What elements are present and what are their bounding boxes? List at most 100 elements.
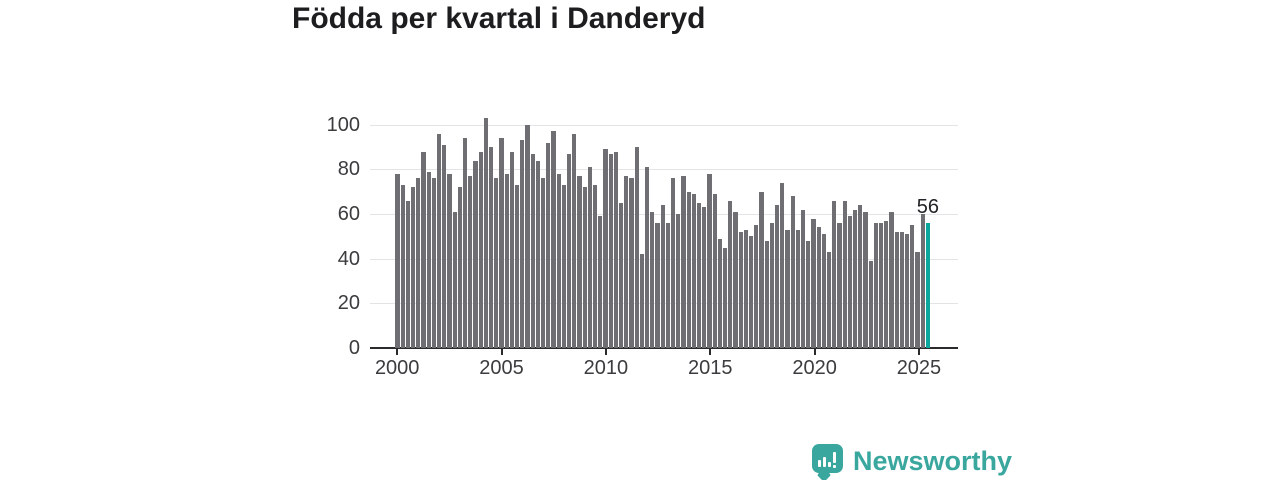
bar-2007-Q2 bbox=[546, 142, 551, 348]
bar-2003-Q1 bbox=[457, 187, 462, 348]
bar-2005-Q4 bbox=[515, 185, 520, 348]
y-tick-label: 100 bbox=[326, 113, 360, 136]
bar-2000-Q2 bbox=[400, 185, 405, 348]
bar-2011-Q3 bbox=[634, 147, 639, 348]
x-tick bbox=[604, 349, 607, 355]
bar-2016-Q1 bbox=[728, 200, 733, 348]
bar-2020-Q1 bbox=[811, 218, 816, 348]
bar-2003-Q3 bbox=[468, 176, 473, 348]
bar-2019-Q3 bbox=[801, 209, 806, 348]
bar-2021-Q3 bbox=[842, 200, 847, 348]
bar-2024-Q4 bbox=[910, 225, 915, 348]
y-tick-label: 0 bbox=[348, 337, 360, 359]
bar-2013-Q1 bbox=[665, 223, 670, 348]
x-tick-label: 2000 bbox=[374, 357, 420, 379]
bar-2012-Q2 bbox=[650, 211, 655, 348]
bar-2006-Q4 bbox=[535, 160, 540, 348]
bar-2021-Q1 bbox=[832, 200, 837, 348]
bar-2020-Q3 bbox=[821, 234, 826, 348]
x-tick bbox=[500, 349, 503, 355]
bar-2009-Q2 bbox=[587, 167, 592, 348]
bar-2022-Q1 bbox=[853, 209, 858, 348]
chart-title: Födda per kvartal i Danderyd bbox=[292, 2, 706, 35]
bar-2002-Q2 bbox=[442, 144, 447, 348]
y-tick-label: 40 bbox=[337, 247, 360, 270]
bar-2013-Q3 bbox=[676, 214, 681, 348]
bar-2022-Q3 bbox=[863, 211, 868, 348]
bar-2007-Q1 bbox=[541, 178, 546, 348]
bar-2001-Q4 bbox=[431, 178, 436, 348]
bar-2017-Q4 bbox=[764, 240, 769, 348]
bar-2014-Q2 bbox=[691, 193, 696, 348]
bar-2014-Q1 bbox=[686, 191, 691, 348]
bar-2023-Q1 bbox=[873, 223, 878, 348]
bar-2022-Q4 bbox=[868, 260, 873, 348]
x-tick-label: 2025 bbox=[896, 357, 942, 379]
y-gridline bbox=[370, 169, 958, 171]
bar-2002-Q3 bbox=[447, 173, 452, 348]
y-tick-label: 80 bbox=[337, 158, 360, 181]
bar-2000-Q4 bbox=[411, 187, 416, 348]
bar-2012-Q1 bbox=[645, 167, 650, 348]
x-axis-line bbox=[370, 347, 958, 349]
bar-2004-Q3 bbox=[489, 147, 494, 348]
bar-2020-Q4 bbox=[827, 252, 832, 348]
bar-2010-Q2 bbox=[608, 153, 613, 348]
last-value-annotation: 56 bbox=[916, 196, 940, 218]
bar-2016-Q3 bbox=[738, 231, 743, 348]
bar-2003-Q2 bbox=[463, 138, 468, 348]
bar-2024-Q2 bbox=[899, 231, 904, 348]
branding: Newsworthy bbox=[812, 443, 1012, 480]
bar-2005-Q1 bbox=[499, 138, 504, 348]
bar-2016-Q4 bbox=[743, 229, 748, 348]
bar-2024-Q3 bbox=[905, 234, 910, 348]
bar-2010-Q3 bbox=[613, 151, 618, 348]
bar-2000-Q1 bbox=[395, 173, 400, 348]
bar-2012-Q3 bbox=[655, 223, 660, 348]
bar-2007-Q4 bbox=[556, 173, 561, 348]
bar-2018-Q3 bbox=[780, 182, 785, 348]
bar-2008-Q2 bbox=[567, 153, 572, 348]
newsworthy-chart-bubble-icon bbox=[812, 444, 844, 480]
bar-2015-Q1 bbox=[707, 173, 712, 348]
y-gridline bbox=[370, 124, 958, 126]
bar-2023-Q3 bbox=[884, 220, 889, 348]
bar-2011-Q2 bbox=[629, 178, 634, 348]
bar-2025-Q2 bbox=[920, 214, 925, 348]
bar-2018-Q1 bbox=[769, 223, 774, 348]
bar-2003-Q4 bbox=[473, 160, 478, 348]
highlighted-bar-2025-Q3 bbox=[925, 223, 930, 348]
bar-2011-Q1 bbox=[624, 176, 629, 348]
bar-2006-Q3 bbox=[530, 153, 535, 348]
bar-2018-Q2 bbox=[775, 205, 780, 348]
bar-2005-Q2 bbox=[504, 173, 509, 348]
bar-2007-Q3 bbox=[551, 131, 556, 348]
bar-2017-Q1 bbox=[749, 236, 754, 348]
bar-2001-Q3 bbox=[426, 171, 431, 348]
x-tick-label: 2005 bbox=[479, 357, 524, 379]
bar-2015-Q4 bbox=[723, 247, 728, 348]
bar-2008-Q1 bbox=[561, 185, 566, 348]
bar-2019-Q4 bbox=[806, 240, 811, 348]
bar-2006-Q1 bbox=[520, 140, 525, 348]
bar-2010-Q4 bbox=[619, 202, 624, 348]
bar-2017-Q2 bbox=[754, 225, 759, 348]
bar-2018-Q4 bbox=[785, 229, 790, 348]
bar-2004-Q1 bbox=[478, 151, 483, 348]
bar-2002-Q1 bbox=[437, 133, 442, 348]
bar-2021-Q4 bbox=[847, 216, 852, 348]
bar-2015-Q2 bbox=[712, 193, 717, 348]
x-tick bbox=[396, 349, 399, 355]
bar-2014-Q4 bbox=[702, 207, 707, 348]
bar-2013-Q4 bbox=[681, 176, 686, 348]
bar-2000-Q3 bbox=[405, 200, 410, 348]
bar-2025-Q1 bbox=[915, 252, 920, 348]
bar-2004-Q4 bbox=[494, 178, 499, 348]
bar-2009-Q1 bbox=[582, 187, 587, 348]
y-tick-label: 60 bbox=[337, 203, 360, 226]
bar-2021-Q2 bbox=[837, 223, 842, 348]
bar-2001-Q1 bbox=[416, 178, 421, 348]
y-tick-label: 20 bbox=[337, 292, 360, 315]
bar-2009-Q3 bbox=[593, 185, 598, 348]
